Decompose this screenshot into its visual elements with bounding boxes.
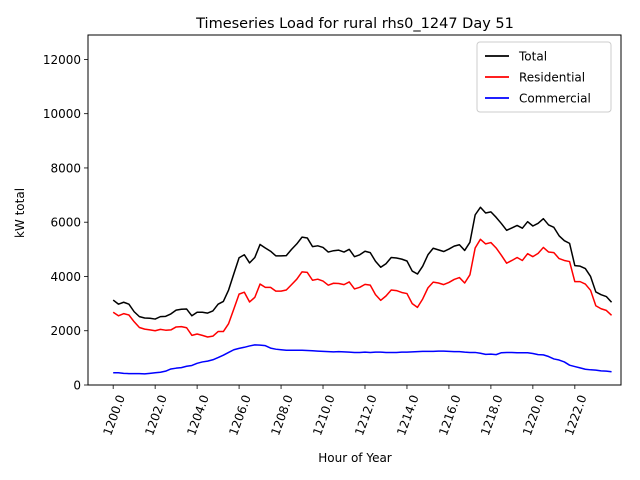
x-tick-label: 1220.0: [520, 393, 548, 437]
x-axis-label: Hour of Year: [318, 451, 392, 465]
plot-frame: [87, 34, 622, 386]
legend-box: [476, 41, 612, 113]
legend: Total Residential Commercial: [476, 41, 612, 113]
x-tick-label: 1206.0: [226, 393, 254, 437]
chart-title: Timeseries Load for rural rhs0_1247 Day …: [195, 16, 514, 32]
y-tick-label: 2000: [50, 324, 81, 338]
series-line-total: [112, 206, 613, 320]
series-line-commercial: [113, 344, 612, 375]
x-tick-label: 1200.0: [100, 393, 128, 437]
y-tick-label: 8000: [50, 161, 81, 175]
x-tick-label: 1218.0: [478, 393, 506, 437]
y-tick-label: 0: [73, 379, 81, 393]
y-tick-label: 12000: [43, 53, 81, 67]
x-tick-label: 1208.0: [268, 393, 296, 437]
y-axis-label: kW total: [13, 188, 27, 238]
y-tick-label: 4000: [50, 270, 81, 284]
y-tick-label: 6000: [50, 216, 81, 230]
y-axis: 0 2000 4000 6000 8000 10000 12000: [43, 53, 88, 393]
x-tick-label: 1210.0: [310, 393, 338, 437]
legend-label-residential: Residential: [519, 71, 585, 85]
x-tick-label: 1216.0: [436, 393, 464, 437]
legend-label-commercial: Commercial: [519, 92, 591, 106]
legend-label-total: Total: [518, 50, 547, 64]
x-axis: 1200.0 1202.0 1204.0 1206.0 1208.0 1210.0 1212…: [100, 385, 590, 437]
x-tick-label: 1214.0: [394, 393, 422, 437]
x-tick-label: 1202.0: [142, 393, 170, 437]
x-tick-label: 1212.0: [352, 393, 380, 437]
series-line-residential: [112, 238, 613, 338]
x-tick-label: 1222.0: [562, 393, 590, 437]
y-tick-label: 10000: [43, 107, 81, 121]
x-tick-label: 1204.0: [184, 393, 212, 437]
